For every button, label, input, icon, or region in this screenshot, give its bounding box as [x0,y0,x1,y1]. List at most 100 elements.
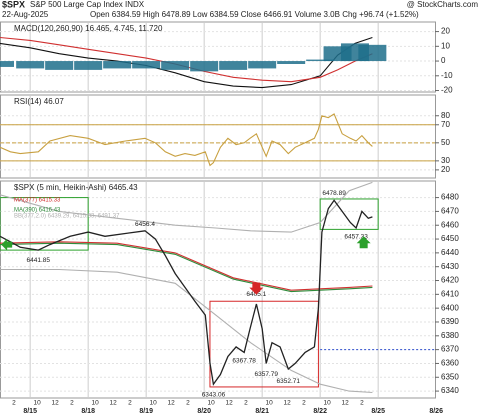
y-tick-label: 6430 [441,262,459,271]
point-label: 6478.89 [322,190,346,197]
x-hour-label: 10 [150,400,158,407]
y-tick-label: 6360 [441,359,459,368]
histogram-bar [74,61,103,70]
point-label: 6352.71 [277,378,301,385]
point-label: 6457.33 [344,234,368,241]
y-tick-label: 20 [441,165,450,174]
x-hour-label: 10 [34,400,42,407]
x-hour-label: 12 [225,400,233,407]
histogram-bar [45,61,74,70]
date: 22-Aug-2025 [2,10,49,19]
x-hour-label: 2 [360,400,364,407]
index-name: S&P 500 Large Cap Index INDX [30,0,145,9]
y-tick-label: 6380 [441,331,459,340]
y-tick-label: 6370 [441,345,459,354]
x-hour-label: 12 [109,400,117,407]
green-arrow [356,236,371,249]
histogram-bar [219,61,248,70]
series-line [0,181,373,233]
x-hour-label: 2 [12,400,16,407]
x-hour-label: 10 [324,400,332,407]
x-hour-label: 12 [167,400,175,407]
x-hour-label: 2 [244,400,248,407]
symbol: $SPX [2,0,25,9]
red-arrow [249,282,264,295]
x-date-label: 8/15 [23,408,37,415]
y-tick-label: 6400 [441,303,459,312]
y-tick-label: 6450 [441,234,459,243]
quote: Open 6384.59 High 6478.89 Low 6384.59 Cl… [90,10,419,19]
x-date-label: 8/26 [429,408,443,415]
x-hour-label: 2 [128,400,132,407]
green-arrow [1,238,13,251]
point-label: 6343.06 [202,392,226,399]
y-tick-label: 6340 [441,386,459,395]
point-label: 6357.79 [254,371,278,378]
series-line [0,241,373,291]
y-tick-label: 10 [441,41,450,50]
x-hour-label: 12 [51,400,59,407]
panel [0,180,436,399]
y-tick-label: 70 [441,120,450,129]
x-date-label: 8/22 [313,408,327,415]
histogram-bar [277,61,306,64]
x-hour-label: 12 [341,400,349,407]
x-hour-label: 10 [208,400,216,407]
highlight-box [0,197,89,251]
y-tick-label: 6440 [441,248,459,257]
x-date-label: 8/21 [255,408,269,415]
histogram-bar [16,61,45,69]
legend-entry: MA(377) 6415.33 [14,198,61,204]
y-tick-label: -20 [441,86,453,95]
series-line [0,36,373,89]
series-line [0,199,373,386]
legend-entry: BB(377,2.0) 6439.29, 6415.33, 6491.37 [14,214,120,220]
point-label: 6456.4 [135,221,155,228]
series-line [0,113,373,167]
y-tick-label: 80 [441,111,450,120]
x-hour-label: 12 [283,400,291,407]
y-tick-label: 30 [441,156,450,165]
point-label: 6367.78 [232,357,256,364]
histogram-bar [161,61,190,70]
y-tick-label: 6420 [441,276,459,285]
x-hour-label: 10 [92,400,100,407]
histogram-bar [132,61,161,69]
histogram-bar [190,61,219,72]
point-label: 6441.85 [27,257,51,264]
histogram-bar [358,44,387,62]
series-line [0,242,373,293]
series-line [0,36,373,83]
y-tick-label: 6470 [441,207,459,216]
histogram-bar [306,59,335,62]
y-tick-label: 6410 [441,289,459,298]
y-tick-label: 0 [441,56,446,65]
y-tick-label: 6350 [441,372,459,381]
x-hour-label: 2 [70,400,74,407]
panel-title: $SPX (5 min, Heikin-Ashi) 6465.43 [14,183,138,192]
brand: @ StockCharts.com [407,0,479,9]
panel-title: RSI(14) 46.07 [14,97,64,106]
y-tick-label: 6480 [441,193,459,202]
x-hour-label: 2 [302,400,306,407]
histogram-bar [248,61,277,69]
y-tick-label: 6460 [441,220,459,229]
y-tick-label: 6390 [441,317,459,326]
y-tick-label: 50 [441,138,450,147]
histogram-bar [103,61,132,69]
highlight-box [209,300,319,388]
y-tick-label: 20 [441,27,450,36]
y-tick-label: -10 [441,71,453,80]
histogram-bar [0,61,14,67]
legend-entry: MA(390) 6416.43 [14,208,61,214]
x-date-label: 8/20 [197,408,211,415]
x-hour-label: 2 [186,400,190,407]
x-date-label: 8/18 [81,408,95,415]
x-date-label: 8/19 [139,408,153,415]
highlight-box [319,198,379,230]
panel-title: MACD(120,260,90) 16.465, 4.745, 11.720 [14,24,163,33]
series-line [0,268,373,394]
x-hour-label: 10 [266,400,274,407]
x-date-label: 8/25 [371,408,385,415]
